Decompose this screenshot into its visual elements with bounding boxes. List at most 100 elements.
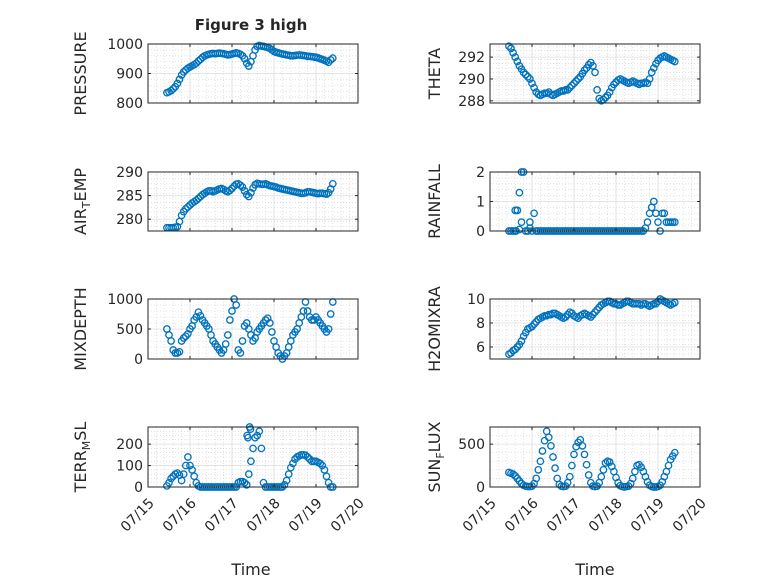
data-point	[192, 196, 201, 205]
subplot-rainfall: 0 1 2 RAINFALL	[425, 164, 701, 240]
x-tick-label: 07/19	[286, 495, 326, 535]
data-point	[637, 463, 646, 472]
data-point	[605, 458, 614, 466]
y-tick-label: 2	[476, 165, 485, 181]
y-tick-label: 0	[134, 480, 143, 496]
y-tick-label: 500	[458, 437, 485, 453]
data-point	[259, 478, 268, 487]
data-point	[179, 334, 188, 342]
data-point	[265, 319, 274, 327]
y-tick-label: 1000	[107, 292, 143, 308]
data-point	[175, 75, 184, 84]
plot-area	[490, 427, 700, 487]
data-point	[242, 190, 251, 199]
data-point	[177, 211, 186, 220]
y-tick-label: 288	[458, 94, 485, 110]
data-point	[177, 476, 186, 485]
data-point	[643, 79, 652, 88]
x-tick-label: 07/16	[502, 495, 542, 535]
data-point	[568, 81, 576, 90]
data-point	[232, 301, 241, 309]
y-tick-label: 0	[134, 352, 143, 368]
data-point	[316, 459, 325, 468]
data-point	[192, 59, 201, 68]
figure-title: Figure 3 high	[195, 16, 308, 34]
data-point	[181, 461, 190, 470]
data-point	[184, 203, 192, 211]
data-point	[570, 79, 578, 88]
y-axis-label: AIRTEMP	[71, 168, 93, 235]
data-point	[318, 461, 327, 470]
data-point	[192, 313, 201, 321]
data-point	[242, 481, 251, 489]
data-point	[223, 331, 232, 339]
y-axis-label: RAINFALL	[425, 164, 444, 239]
data-point	[591, 68, 599, 77]
subplot-air_temp: 280 285 290 AIRTEMP	[71, 165, 359, 235]
data-point	[605, 88, 614, 96]
y-tick-label: 0	[476, 224, 485, 240]
data-point	[580, 66, 589, 75]
y-tick-label: 290	[458, 72, 485, 88]
y-tick-label: 1	[476, 195, 485, 211]
data-point	[544, 433, 553, 442]
data-point	[519, 68, 528, 77]
data-point	[188, 466, 196, 474]
x-axis-label-right: Time	[574, 560, 614, 579]
y-axis-label: TERRMSL	[71, 422, 93, 494]
data-point	[549, 453, 557, 461]
y-axis-label: MIXDEPTH	[71, 287, 90, 370]
y-axis-label: THETA	[425, 48, 444, 100]
data-point	[247, 457, 255, 466]
y-tick-label: 10	[467, 292, 485, 308]
data-point	[226, 186, 234, 195]
data-point	[196, 311, 205, 320]
data-point	[243, 431, 251, 440]
data-point	[244, 192, 253, 201]
data-point	[282, 476, 291, 485]
data-point	[173, 79, 182, 88]
data-point	[289, 459, 297, 468]
data-point	[523, 72, 532, 81]
data-point	[268, 328, 276, 336]
data-point	[249, 444, 257, 453]
x-tick-label: 07/15	[118, 495, 158, 535]
data-point	[582, 460, 591, 469]
data-point	[597, 472, 606, 481]
data-point	[165, 478, 173, 487]
y-tick-label: 292	[458, 50, 485, 66]
data-point	[547, 442, 555, 450]
data-point	[513, 57, 522, 66]
data-point	[320, 466, 329, 474]
data-point	[505, 42, 513, 51]
y-axis-label: PRESSURE	[71, 31, 90, 115]
data-point	[238, 183, 247, 191]
data-point	[574, 75, 583, 83]
data-point	[551, 464, 559, 472]
data-point	[593, 86, 601, 94]
x-tick-label: 07/18	[586, 495, 626, 535]
data-point	[184, 329, 192, 338]
data-point	[610, 80, 618, 89]
plot-area	[148, 172, 358, 231]
y-tick-label: 500	[116, 322, 143, 338]
data-point	[530, 209, 538, 218]
data-point	[169, 84, 178, 93]
subplot-h2omixra: 6 8 10 H2OMIXRA	[425, 286, 701, 372]
y-tick-label: 280	[116, 212, 143, 228]
data-point	[584, 471, 593, 479]
y-tick-label: 0	[476, 480, 485, 496]
axes-box	[489, 43, 701, 104]
data-point	[263, 314, 272, 323]
data-point	[236, 181, 245, 190]
x-tick-label: 07/20	[328, 495, 368, 535]
data-point	[599, 466, 608, 474]
data-point	[324, 478, 333, 487]
data-point	[324, 188, 333, 197]
y-tick-label: 8	[476, 316, 485, 332]
data-point	[228, 184, 236, 193]
data-point	[517, 218, 526, 226]
axes-box	[489, 426, 701, 488]
y-tick-label: 200	[116, 437, 143, 453]
data-point	[568, 461, 576, 470]
